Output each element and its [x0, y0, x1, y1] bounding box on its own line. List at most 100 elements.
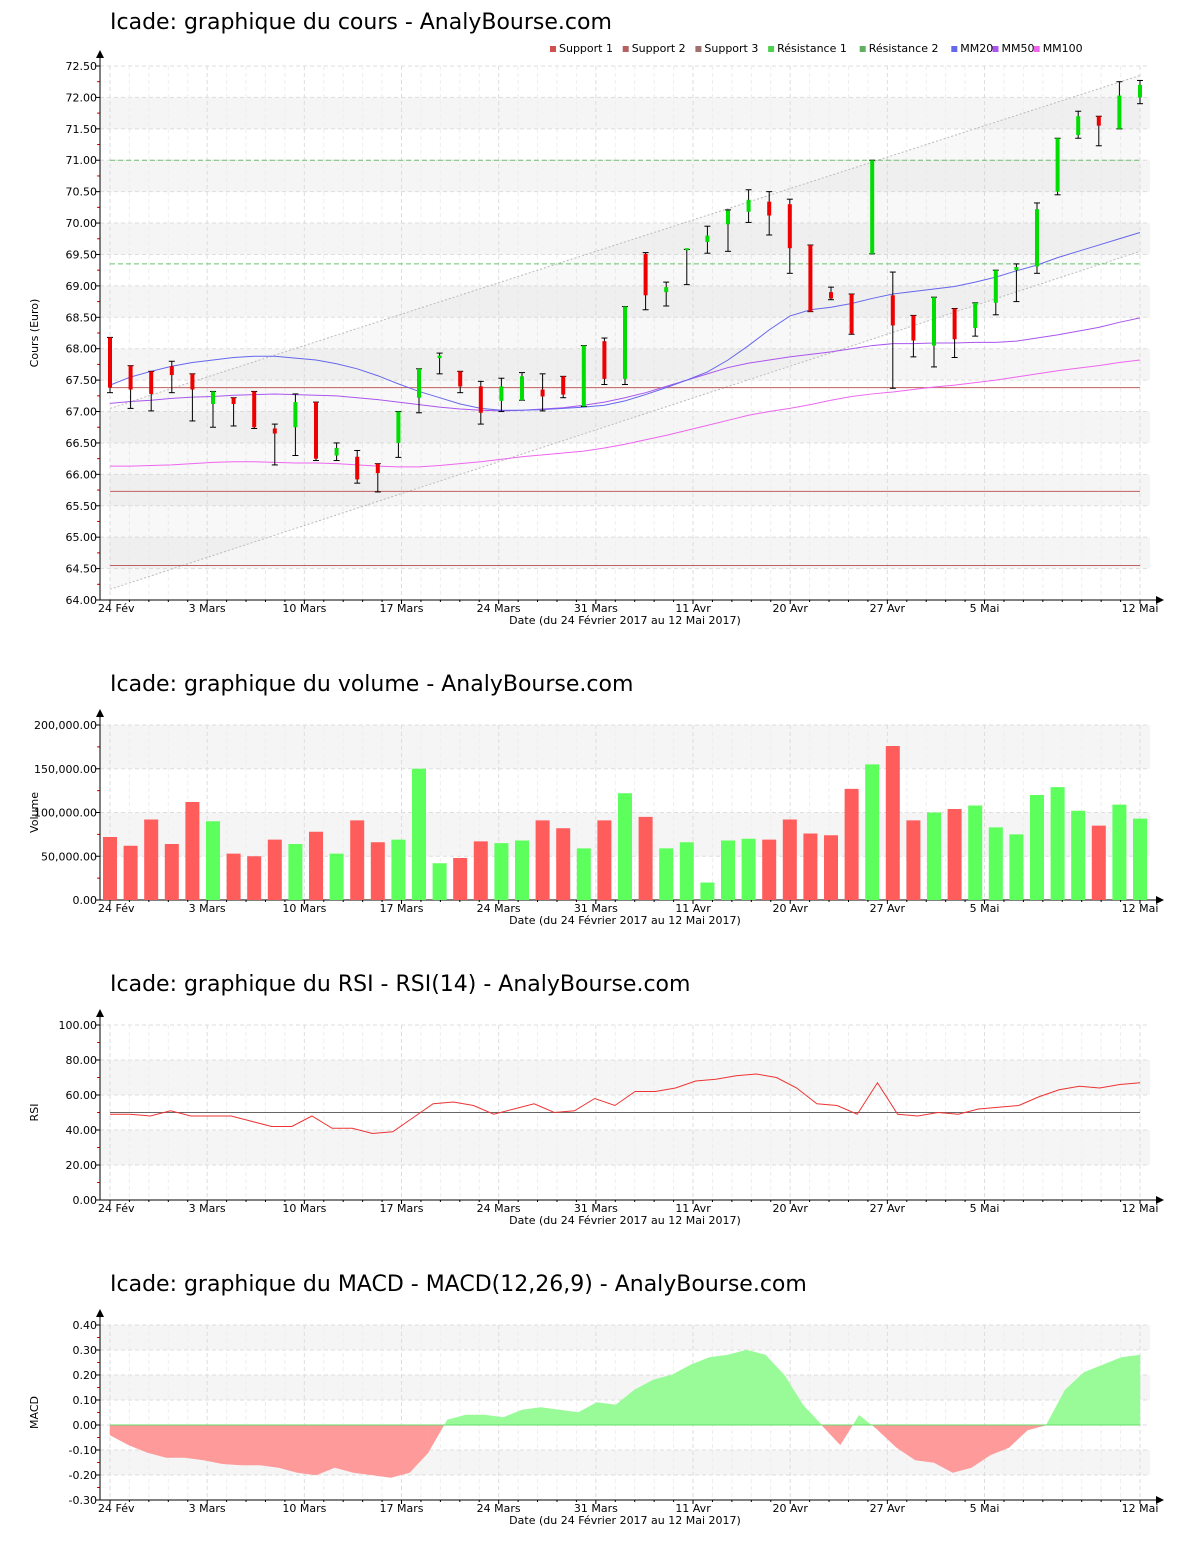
- x-tick-label: 11 Avr: [675, 1202, 711, 1215]
- candlestick: [560, 375, 567, 399]
- macd-area: [596, 1402, 616, 1426]
- candlestick: [127, 365, 134, 409]
- volume-bar: [350, 820, 365, 900]
- y-tick-label: 71.00: [66, 154, 98, 167]
- x-tick-label: 20 Avr: [772, 1502, 808, 1515]
- legend-label: Support 1: [559, 42, 613, 55]
- macd-area: [690, 1357, 710, 1426]
- x-tick-label: 27 Avr: [870, 1202, 906, 1215]
- candlestick: [333, 442, 340, 462]
- x-tick-label: 27 Avr: [870, 1502, 906, 1515]
- y-tick-label: 150,000.00: [34, 763, 97, 776]
- macd-area: [390, 1424, 410, 1478]
- candlestick: [230, 397, 237, 427]
- legend-swatch-icon: [1033, 46, 1040, 52]
- macd-area: [184, 1424, 204, 1461]
- x-tick-label: 31 Mars: [574, 602, 618, 615]
- x-tick-label: 24 Mars: [477, 602, 521, 615]
- y-tick-label: 100.00: [59, 1019, 98, 1032]
- macd-area: [353, 1424, 373, 1476]
- candlestick: [374, 463, 381, 493]
- legend-label: Support 3: [704, 42, 758, 55]
- x-tick-label: 24 Fév: [98, 902, 135, 915]
- candlestick: [354, 449, 361, 484]
- x-tick-label: 20 Avr: [772, 1202, 808, 1215]
- x-tick-label: 20 Avr: [772, 602, 808, 615]
- macd-chart: -0.30 -0.20 -0.10 0.00 0.10 0.20 0.30 0.40 24 Fé…: [28, 1309, 1164, 1527]
- y-tick-label: 67.00: [66, 406, 98, 419]
- y-tick-label: -0.20: [69, 1469, 97, 1482]
- candlestick: [869, 159, 876, 255]
- volume-bar: [865, 764, 880, 900]
- macd-area: [147, 1424, 167, 1458]
- x-tick-label: 12 Mai: [1122, 602, 1159, 615]
- volume-bar: [576, 848, 591, 900]
- y-tick-label: 65.00: [66, 531, 98, 544]
- x-tick-label: 5 Mai: [970, 1502, 1000, 1515]
- volume-bar: [638, 816, 653, 900]
- y-tick-label: -0.10: [69, 1444, 97, 1457]
- y-tick-label: 40.00: [66, 1124, 98, 1137]
- macd-area: [1121, 1354, 1141, 1426]
- macd-area: [128, 1424, 148, 1453]
- legend-item: MM50: [992, 42, 1035, 55]
- volume-bar: [1071, 810, 1086, 900]
- x-tick-label: 17 Mars: [380, 1502, 424, 1515]
- candlestick: [683, 248, 690, 286]
- macd-area: [1083, 1364, 1103, 1426]
- x-axis-label: Date (du 24 Février 2017 au 12 Mai 2017): [509, 914, 741, 927]
- x-tick-label: 17 Mars: [380, 1202, 424, 1215]
- y-axis-label: RSI: [28, 1104, 41, 1122]
- volume-bar: [556, 828, 571, 900]
- candlestick: [168, 360, 175, 394]
- volume-bar: [247, 856, 262, 900]
- legend-label: MM100: [1043, 42, 1083, 55]
- candlestick: [807, 244, 814, 313]
- candlestick: [848, 293, 855, 335]
- x-tick-label: 31 Mars: [574, 902, 618, 915]
- volume-bar: [309, 831, 323, 900]
- candlestick: [1075, 110, 1082, 139]
- x-tick-label: 12 Mai: [1122, 1202, 1159, 1215]
- macd-area: [765, 1354, 785, 1426]
- x-axis-arrow-icon: [1156, 596, 1164, 604]
- legend-swatch-icon: [992, 46, 999, 52]
- macd-area: [727, 1349, 747, 1426]
- legend-label: MM50: [1002, 42, 1035, 55]
- x-tick-label: 11 Avr: [675, 1502, 711, 1515]
- x-tick-label: 20 Avr: [772, 902, 808, 915]
- y-tick-label: 80.00: [66, 1054, 98, 1067]
- macd-area: [540, 1407, 560, 1426]
- candlestick: [251, 390, 258, 429]
- y-tick-label: 65.50: [66, 500, 98, 513]
- x-tick-label: 3 Mars: [189, 602, 226, 615]
- macd-area: [278, 1424, 298, 1473]
- macd-area: [222, 1424, 242, 1466]
- volume-bar: [1091, 825, 1106, 900]
- x-tick-label: 5 Mai: [970, 1202, 1000, 1215]
- volume-bar: [123, 845, 138, 900]
- volume-bar: [453, 858, 468, 900]
- y-tick-label: 0.00: [73, 894, 98, 907]
- macd-area: [1008, 1424, 1028, 1449]
- candlestick: [457, 370, 464, 394]
- macd-area: [915, 1424, 935, 1463]
- volume-bar: [226, 853, 241, 900]
- rsi-chart-title: Icade: graphique du RSI - RSI(14) - Anal…: [110, 972, 691, 997]
- trend-upper-line: [109, 74, 1141, 409]
- y-tick-label: 50,000.00: [41, 850, 97, 863]
- candlestick: [663, 281, 670, 307]
- legend-item: MM20: [951, 42, 993, 55]
- y-tick-label: 20.00: [66, 1159, 98, 1172]
- volume-bar: [103, 837, 117, 900]
- candlestick: [972, 302, 979, 337]
- y-axis-arrow-icon: [96, 1309, 104, 1317]
- macd-area: [371, 1424, 392, 1478]
- y-tick-label: 69.00: [66, 280, 98, 293]
- x-axis-arrow-icon: [1156, 1496, 1164, 1504]
- y-tick-label: 70.00: [66, 217, 98, 230]
- legend-item: Résistance 1: [768, 42, 847, 55]
- candlestick: [1034, 202, 1040, 274]
- macd-area: [465, 1414, 485, 1426]
- trend-lower-line: [109, 250, 1141, 590]
